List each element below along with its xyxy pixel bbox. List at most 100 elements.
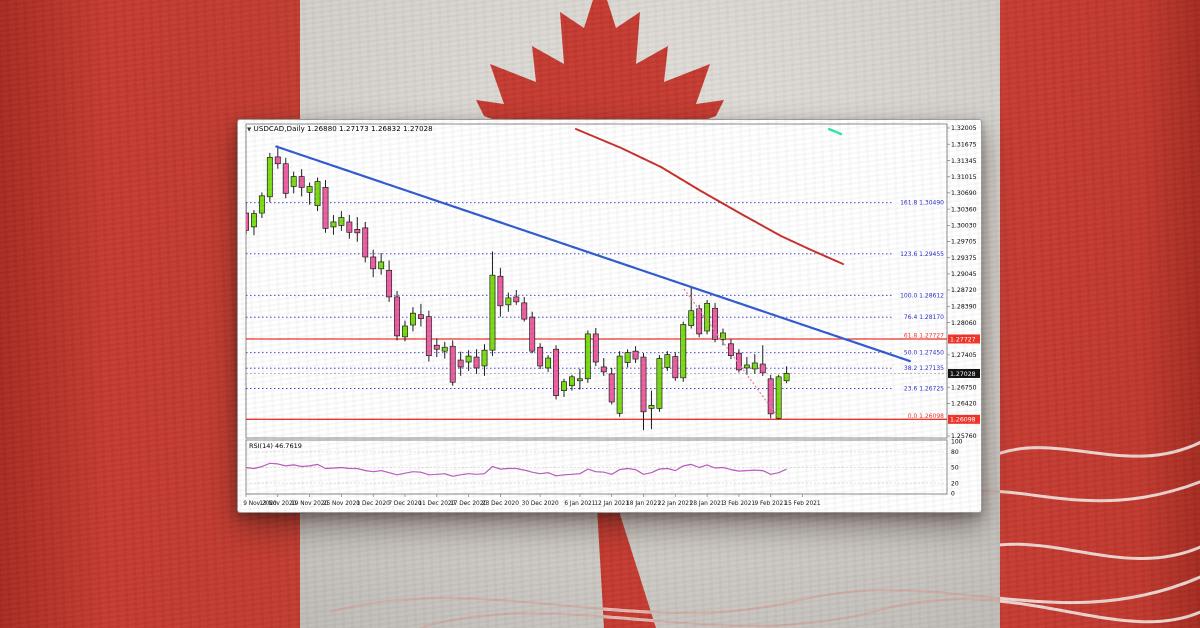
bullish-candle: [584, 333, 591, 380]
price-tick-label: 1.27405: [951, 352, 977, 359]
bearish-candle: [759, 363, 766, 374]
date-tick-label: 17 Dec 2020: [450, 501, 487, 507]
price-tick-label: 1.29045: [951, 271, 977, 278]
bearish-candle: [632, 350, 639, 360]
bullish-candle: [720, 332, 726, 340]
bullish-candle: [290, 176, 297, 187]
bearish-candle: [425, 316, 432, 356]
level-price-badge: [948, 334, 980, 344]
date-tick-label: 15 Feb 2021: [784, 501, 820, 507]
rsi-axis-label: 0: [951, 491, 955, 498]
rsi-axis-label: 20: [951, 480, 959, 487]
price-tick-label: 1.31015: [951, 174, 977, 181]
bullish-candle: [561, 381, 567, 391]
date-tick-label: 1 Dec 2020: [357, 501, 391, 507]
bearish-candle: [767, 378, 774, 415]
price-tick-label: 1.28720: [951, 287, 977, 294]
price-tick-label: 1.29705: [951, 239, 977, 246]
date-tick-label: 19 Nov 2020: [291, 501, 328, 507]
bullish-candle: [258, 195, 265, 214]
bullish-candle: [569, 376, 575, 387]
bearish-candle: [728, 343, 734, 356]
fib-label: 50.0 1.27450: [904, 350, 944, 357]
date-tick-label: 22 Jan 2021: [658, 501, 693, 507]
bullish-candle: [576, 378, 583, 382]
fib-label: 38.2 1.27135: [904, 365, 944, 372]
moving-average-line: [574, 128, 844, 265]
date-tick-label: 18 Jan 2021: [626, 501, 661, 507]
price-tick-label: 1.30690: [951, 190, 977, 197]
bearish-candle: [712, 307, 719, 340]
pane-borders: [245, 123, 948, 495]
price-tick-label: 1.25760: [951, 433, 977, 440]
date-tick-label: 11 Dec 2020: [418, 501, 455, 507]
bearish-candle: [322, 187, 329, 229]
bullish-candle: [624, 352, 631, 363]
chart-window[interactable]: ▼ USDCAD,Daily 1.26880 1.27173 1.26832 1…: [237, 119, 982, 513]
price-tick-label: 1.31675: [951, 141, 977, 148]
bullish-candle: [688, 310, 695, 326]
short-term-trendline: [683, 288, 780, 419]
bearish-candle: [274, 156, 281, 165]
bearish-candle: [282, 163, 289, 194]
descending-trendline[interactable]: [275, 145, 911, 363]
candles-layer: [246, 145, 790, 431]
level-price-badge: [948, 414, 980, 424]
price-axis[interactable]: 1.32005 1.31675 1.31345 1.31015 1.30690 1.303…: [947, 125, 980, 440]
date-tick-label: 6 Jan 2021: [564, 501, 595, 507]
bearish-candle: [370, 256, 377, 270]
price-tick-label: 1.30360: [951, 206, 977, 213]
bearish-candle: [592, 333, 599, 363]
bullish-candle: [338, 217, 345, 226]
flag-right-red-band: [1000, 0, 1200, 628]
bullish-candle: [251, 213, 257, 228]
symbol-timeframe-label: USDCAD,Daily: [253, 125, 305, 133]
price-tick-label: 1.26750: [951, 384, 977, 391]
bullish-candle: [545, 357, 552, 369]
bearish-candle: [433, 344, 440, 350]
bearish-candle: [354, 229, 361, 234]
price-tick-label: 1.28390: [951, 303, 977, 310]
bearish-candle: [417, 314, 424, 319]
date-tick-label: 9 Feb 2021: [755, 501, 788, 507]
bullish-candle: [616, 355, 623, 414]
price-tick-label: 1.31345: [951, 158, 977, 165]
bullish-candle: [505, 297, 512, 306]
svg-text:1.27727: 1.27727: [950, 336, 976, 343]
chart-title-bar: ▼ USDCAD,Daily 1.26880 1.27173 1.26832 1…: [247, 125, 433, 133]
bullish-candle: [489, 274, 496, 351]
bullish-candle: [266, 156, 273, 198]
price-chart[interactable]: 161.8 1.30490 123.6 1.29455 100.0 1.28612 7…: [238, 120, 981, 512]
fib-label: 23.6 1.26725: [904, 385, 944, 392]
bearish-candle: [346, 221, 353, 233]
bullish-candle: [441, 346, 448, 352]
maple-leaf-stem: [597, 508, 656, 628]
collapse-arrow-icon[interactable]: ▼: [247, 127, 252, 133]
price-tick-label: 1.30030: [951, 223, 977, 230]
bearish-candle: [457, 359, 464, 368]
price-tick-label: 1.28060: [951, 320, 977, 327]
svg-text:1.26098: 1.26098: [950, 417, 976, 424]
bearish-candle: [553, 348, 560, 396]
bearish-candle: [521, 302, 528, 320]
bearish-candle: [386, 269, 393, 298]
bearish-candle: [537, 346, 544, 367]
date-tick-label: 25 Nov 2020: [323, 501, 360, 507]
rsi-line: [245, 462, 787, 477]
bearish-candle: [246, 212, 249, 231]
bearish-candle: [298, 176, 305, 188]
price-tick-label: 1.26420: [951, 401, 977, 408]
bullish-candle: [410, 312, 416, 326]
fib-label: 123.6 1.29455: [900, 251, 944, 258]
bullish-candle: [743, 364, 750, 369]
fib-label: 76.4 1.28170: [904, 314, 944, 321]
rsi-pane: 100 80 50 20 0: [245, 439, 963, 498]
bullish-candle: [314, 181, 321, 207]
bullish-candle: [783, 373, 790, 382]
bullish-candle: [378, 261, 385, 270]
teal-annotation-mark: [827, 127, 843, 136]
date-tick-label: 23 Dec 2020: [482, 501, 519, 507]
bearish-candle: [608, 373, 615, 403]
